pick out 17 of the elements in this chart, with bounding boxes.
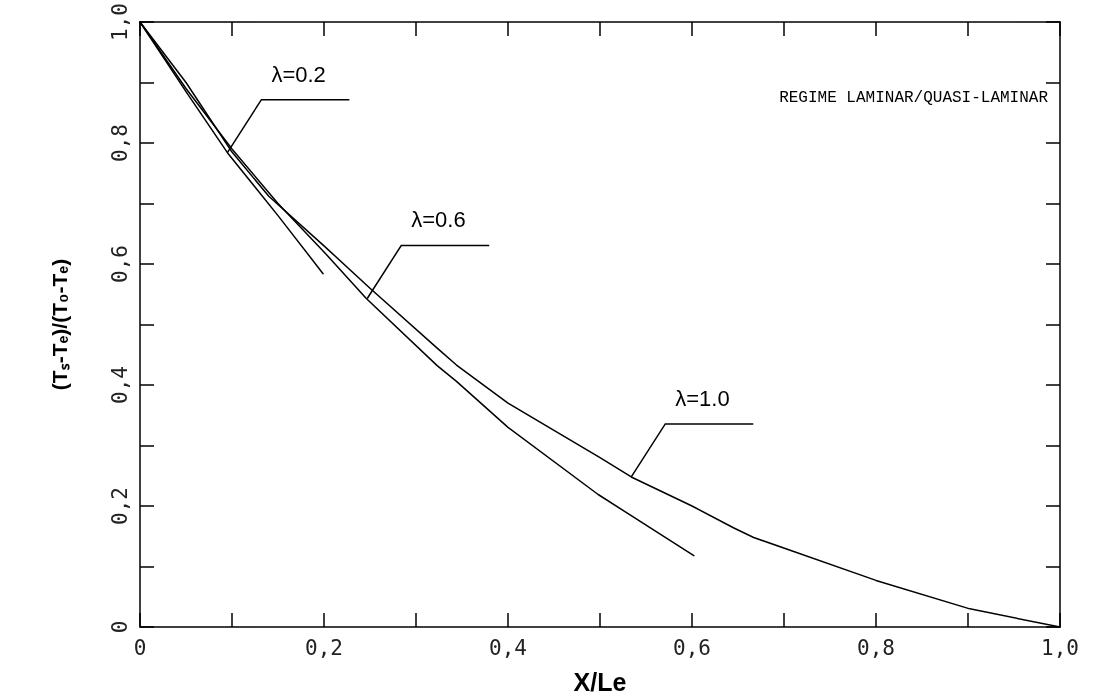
x-tick-label: 0,8 (857, 635, 895, 660)
y-tick-label: 1,0 (107, 3, 132, 41)
x-tick-label: 0,6 (673, 635, 711, 660)
y-tick-label: 0,6 (107, 245, 132, 283)
annotation: REGIME LAMINAR/QUASI-LAMINAR (779, 89, 1049, 107)
y-tick-label: 0 (107, 620, 132, 634)
y-tick-label: 0,2 (107, 487, 132, 525)
x-tick-label: 0,2 (305, 635, 343, 660)
annotation: λ=1.0 (675, 385, 730, 411)
x-tick-label: 1,0 (1041, 635, 1079, 660)
x-tick-label: 0,4 (489, 635, 527, 660)
y-axis-title: (Tₛ-Tₑ)/(T₀-Tₑ) (48, 258, 71, 391)
annotation: λ=0.2 (271, 61, 326, 87)
x-axis-title: X/Le (573, 667, 627, 696)
y-tick-label: 0,8 (107, 124, 132, 162)
y-tick-label: 0,4 (107, 366, 132, 404)
annotation: λ=0.6 (411, 207, 466, 233)
